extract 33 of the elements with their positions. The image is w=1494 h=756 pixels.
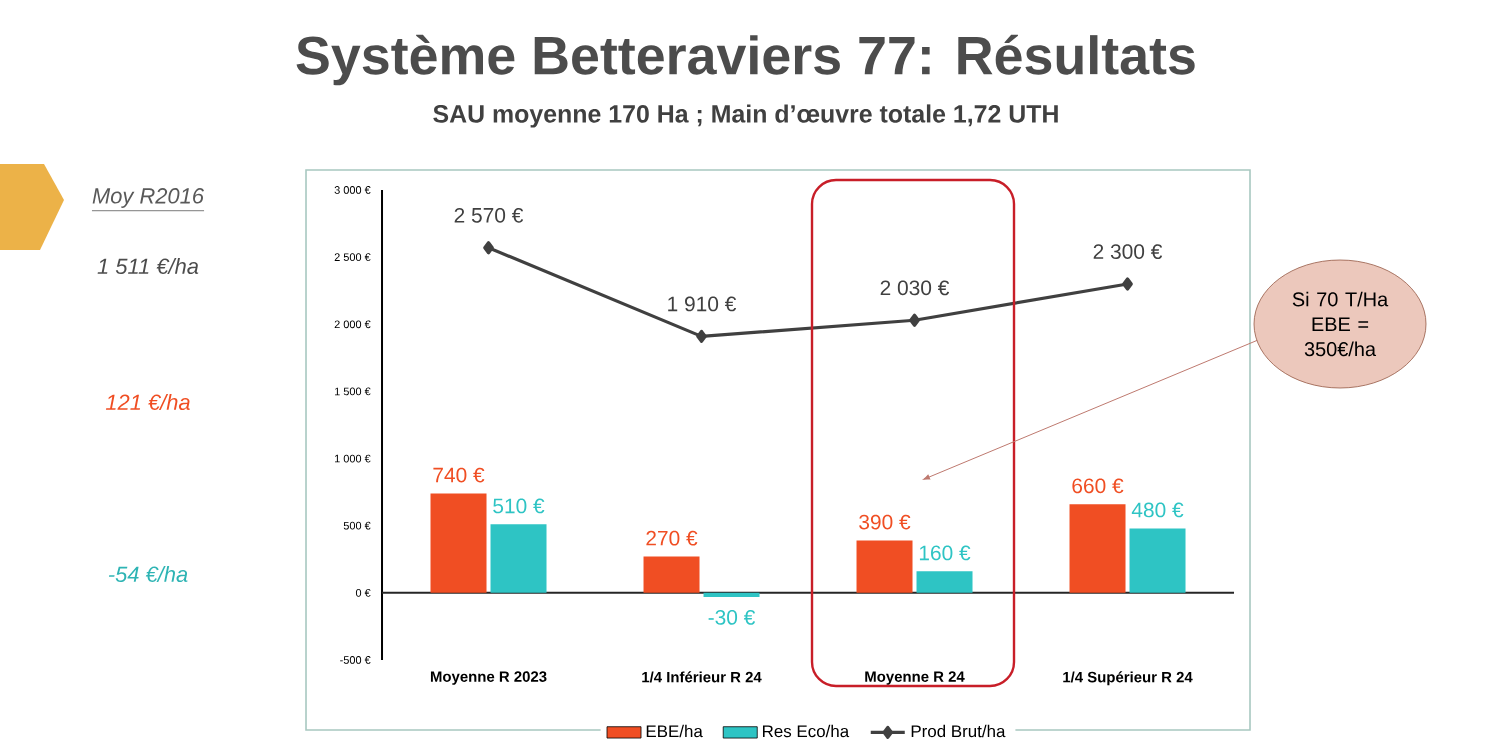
text: 1 511 €/ha	[97, 257, 199, 275]
bar	[1069, 504, 1126, 593]
data-label: -30 €	[708, 609, 756, 625]
text: Si 70 T/Ha EBE = 350€/ha	[1292, 291, 1389, 357]
data-label: 390 €	[859, 514, 911, 530]
data-label: 660 €	[1072, 478, 1124, 494]
point	[909, 313, 920, 327]
point	[483, 241, 494, 255]
data-label: 480 €	[1131, 502, 1184, 518]
data-label: 1 910 €	[668, 296, 737, 312]
text: 121 €/ha	[105, 393, 190, 411]
legend-label: Prod Brut/ha	[911, 724, 1006, 738]
bar	[643, 556, 700, 593]
data-label: 2 300 €	[1093, 244, 1163, 259]
point	[696, 329, 707, 343]
text: -54 €/ha	[108, 565, 188, 583]
bar	[916, 571, 973, 593]
chart-subtitle: SAU moyenne 170 Ha ; Main d’œuvre totale 1,72 UTH	[433, 104, 1058, 128]
data-label: 2 030 €	[880, 280, 950, 296]
data-label: 2 570 €	[454, 207, 524, 223]
text: Moy R2016	[92, 188, 205, 208]
chart-title: Système Betteraviers 77: Résultats	[296, 34, 1195, 86]
legend-label: EBE/ha	[646, 724, 703, 738]
data-label: 270 €	[646, 530, 698, 546]
bar	[1129, 528, 1186, 593]
data-label: 510 €	[493, 498, 545, 514]
bar	[490, 524, 547, 593]
bar	[430, 493, 487, 593]
data-label: 740 €	[433, 467, 485, 483]
data-label: 160 €	[919, 545, 971, 561]
point	[1122, 277, 1133, 291]
legend-label: Res Eco/ha	[762, 724, 850, 738]
bar	[856, 540, 913, 593]
